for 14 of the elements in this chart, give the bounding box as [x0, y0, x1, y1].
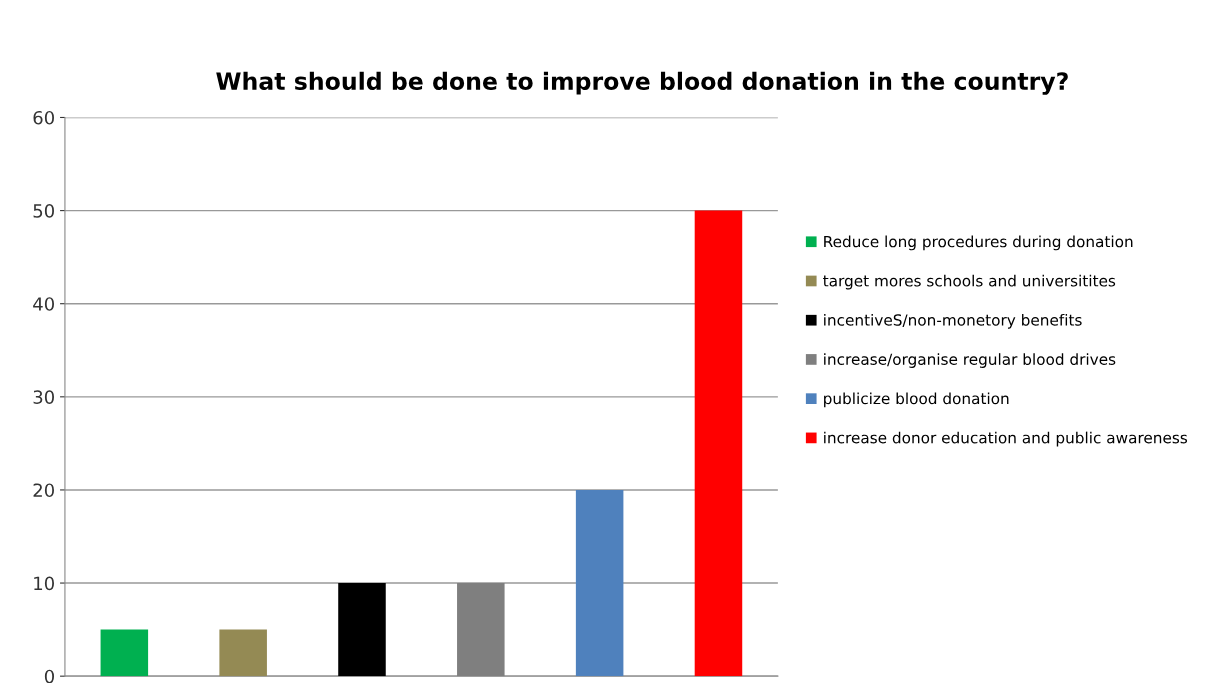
y-tick-label: 30 — [33, 390, 54, 404]
chart-title: What should be done to improve blood donation in the country? — [216, 71, 1068, 95]
y-tick-label: 40 — [33, 297, 54, 311]
y-tick-label: 20 — [33, 483, 54, 498]
legend-label: increase/organise regular blood drives — [824, 353, 1116, 368]
legend-label: target mores schools and universitites — [823, 274, 1116, 290]
legend-label: Reduce long procedures during donation — [824, 235, 1133, 251]
y-tick-label: 10 — [34, 576, 54, 591]
y-tick-label: 60 — [33, 110, 54, 125]
y-tick-label: 50 — [33, 204, 54, 218]
legend-label: publicize blood donation — [824, 392, 1009, 408]
legend-label: increase donor education and public awareness — [824, 431, 1188, 447]
legend-label: incentiveS/non-monetory benefits — [824, 313, 1082, 329]
y-tick-label: 0 — [44, 669, 54, 683]
